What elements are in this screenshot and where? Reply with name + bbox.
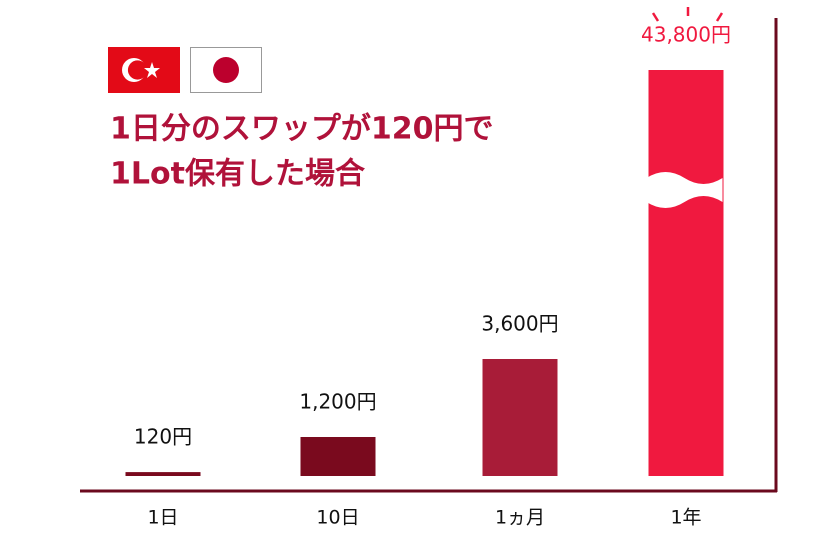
x-tick-label: 10日	[316, 507, 359, 529]
x-tick-label: 1ヵ月	[495, 507, 545, 529]
axis-break	[646, 172, 723, 208]
turkey-flag	[108, 47, 180, 93]
x-tick-label: 1日	[147, 507, 178, 529]
value-label: 43,800円	[641, 23, 731, 47]
chart-title: 1Lot保有した場合	[110, 157, 365, 192]
value-label: 1,200円	[299, 390, 376, 414]
chart-title: 1日分のスワップが120円で	[110, 112, 494, 147]
value-label: 120円	[134, 425, 192, 449]
bar	[648, 70, 724, 476]
value-label: 3,600円	[481, 312, 558, 336]
japan-flag	[190, 47, 262, 93]
bar	[125, 472, 201, 476]
sparkle	[651, 7, 724, 22]
bar	[482, 359, 558, 476]
x-tick-label: 1年	[670, 507, 701, 529]
bar	[300, 437, 376, 476]
